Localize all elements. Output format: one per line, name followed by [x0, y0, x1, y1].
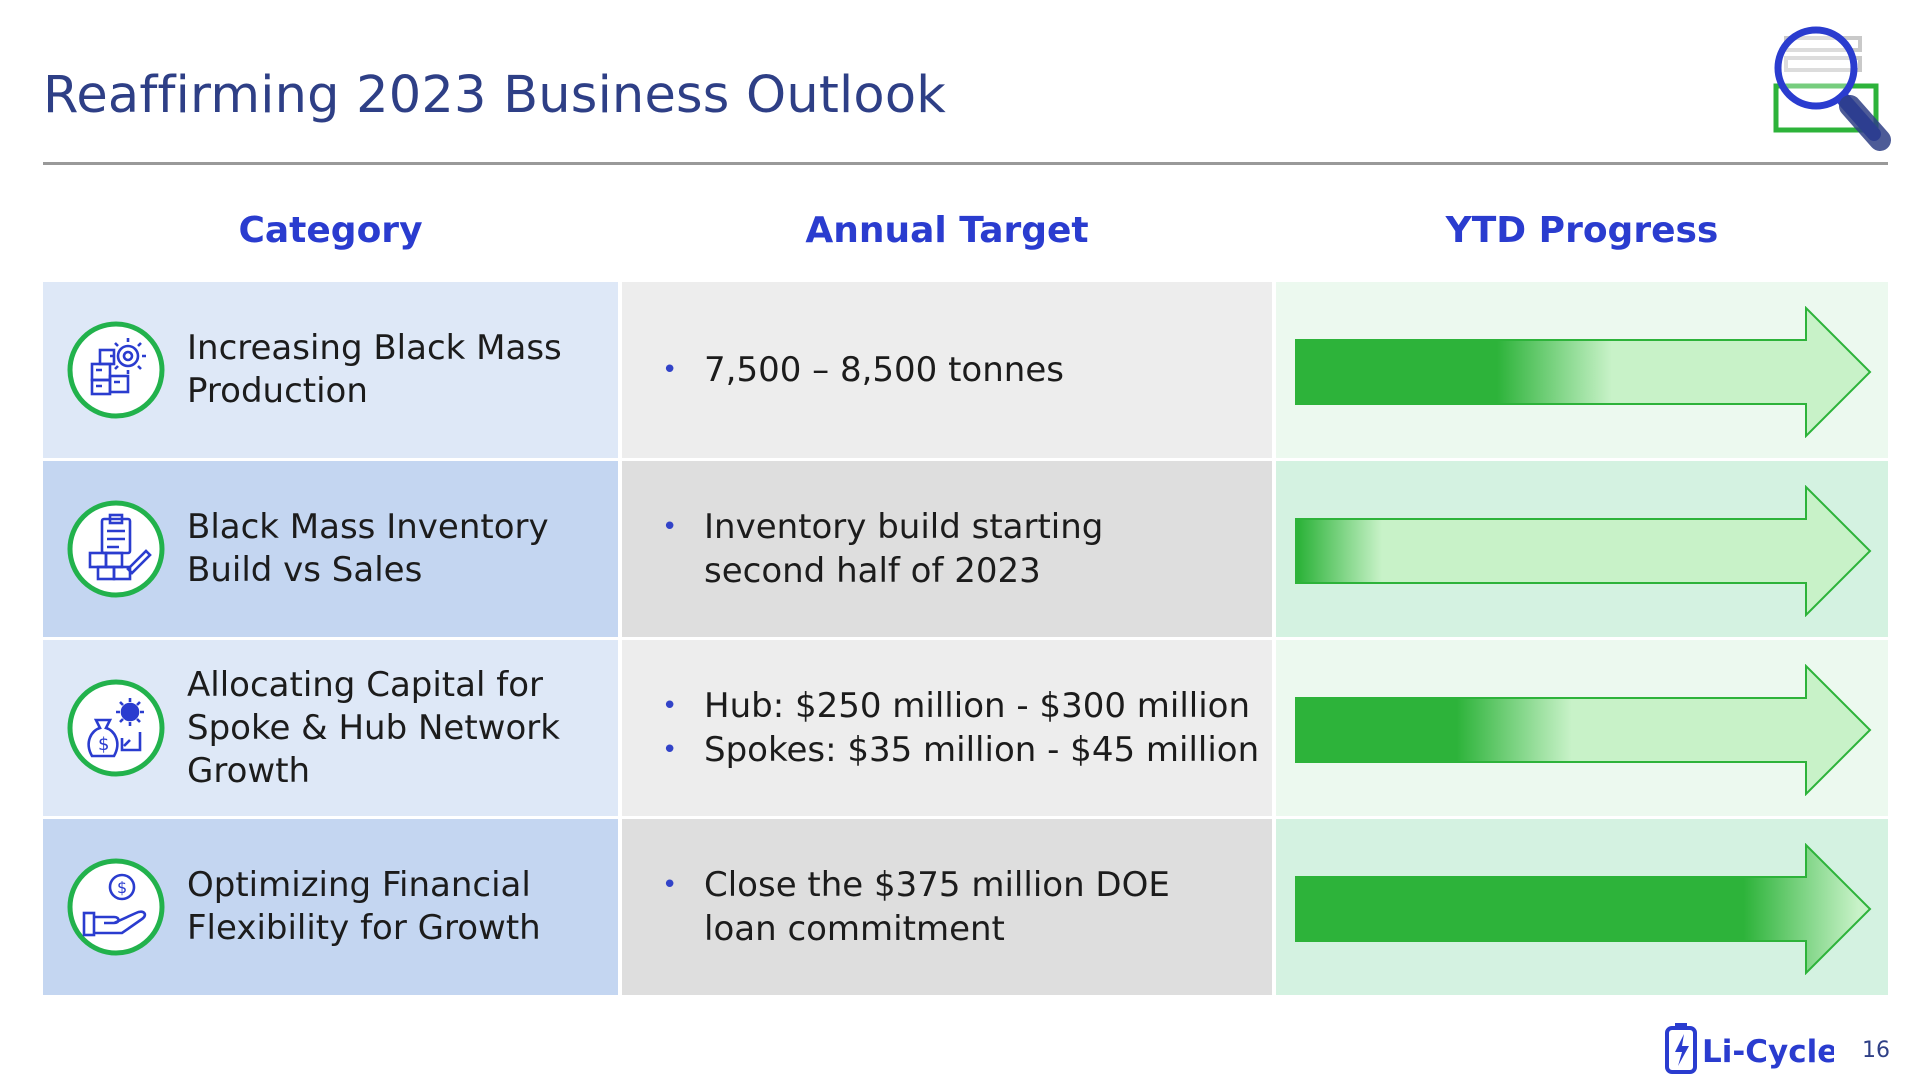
bullet-icon: • [662, 870, 678, 900]
category-label: Black Mass Inventory Build vs Sales [187, 461, 607, 637]
production-boxes-gear-icon [67, 321, 165, 419]
bullet-icon: • [662, 512, 678, 542]
bullet-icon: • [662, 691, 678, 721]
header-ytd-progress: YTD Progress [1445, 210, 1719, 251]
category-label: Optimizing Financial Flexibility for Gro… [187, 819, 607, 995]
category-line: Spoke & Hub Network [187, 707, 560, 748]
category-cell: $ Allocating Capital for Spoke & Hub Net… [43, 640, 618, 816]
progress-arrow [1295, 485, 1872, 617]
progress-cell [1276, 282, 1888, 458]
target-bullet: • Close the $375 million DOE loan commit… [662, 865, 1170, 949]
category-line: Black Mass Inventory [187, 507, 549, 547]
bullet-icon: • [662, 735, 678, 765]
progress-arrow [1295, 664, 1872, 796]
target-bullet: • Hub: $250 million - $300 million [662, 686, 1251, 726]
category-line: Increasing Black Mass [187, 328, 562, 368]
category-line: Production [187, 371, 368, 411]
category-line: Allocating Capital for [187, 664, 543, 705]
category-line: Flexibility for Growth [187, 908, 541, 948]
category-label: Increasing Black Mass Production [187, 282, 607, 458]
capital-moneybag-gear-icon: $ [67, 679, 165, 777]
target-cell: • Close the $375 million DOE loan commit… [622, 819, 1272, 995]
page-number: 16 [1862, 1038, 1890, 1063]
progress-cell [1276, 819, 1888, 995]
category-line: Optimizing Financial [187, 865, 531, 905]
hand-coin-icon: $ [67, 858, 165, 956]
li-cycle-logo: Li-Cycle [1664, 1022, 1838, 1074]
target-bullet: • Inventory build starting second half o… [662, 507, 1104, 591]
battery-bolt-icon: Li-Cycle [1665, 1023, 1838, 1074]
table-row: Increasing Black Mass Production • 7,500… [43, 282, 1888, 458]
inventory-clipboard-icon [67, 500, 165, 598]
target-cell: • 7,500 – 8,500 tonnes [622, 282, 1272, 458]
progress-arrow [1295, 306, 1872, 438]
category-line: Build vs Sales [187, 550, 423, 590]
table-row: $ Allocating Capital for Spoke & Hub Net… [43, 640, 1888, 816]
table-row: $ Optimizing Financial Flexibility for G… [43, 819, 1888, 995]
category-label: Allocating Capital for Spoke & Hub Netwo… [187, 640, 607, 816]
progress-cell [1276, 461, 1888, 637]
progress-cell [1276, 640, 1888, 816]
category-cell: Increasing Black Mass Production [43, 282, 618, 458]
target-cell: • Hub: $250 million - $300 million • Spo… [622, 640, 1272, 816]
logo-wordmark: Li-Cycle [1702, 1034, 1834, 1070]
title-divider [43, 162, 1888, 165]
progress-arrow [1295, 843, 1872, 975]
target-bullet: • Spokes: $35 million - $45 million [662, 730, 1260, 770]
header-annual-target: Annual Target [805, 210, 1089, 251]
target-cell: • Inventory build starting second half o… [622, 461, 1272, 637]
svg-text:$: $ [117, 878, 127, 897]
svg-text:$: $ [98, 734, 109, 755]
table-row: Black Mass Inventory Build vs Sales • In… [43, 461, 1888, 637]
category-cell: $ Optimizing Financial Flexibility for G… [43, 819, 618, 995]
bullet-icon: • [662, 355, 678, 385]
magnifier-document-icon [1773, 26, 1891, 151]
header-category: Category [238, 210, 423, 251]
category-line: Growth [187, 750, 311, 791]
page-title: Reaffirming 2023 Business Outlook [43, 66, 946, 125]
target-bullet: • 7,500 – 8,500 tonnes [662, 350, 1064, 390]
category-cell: Black Mass Inventory Build vs Sales [43, 461, 618, 637]
